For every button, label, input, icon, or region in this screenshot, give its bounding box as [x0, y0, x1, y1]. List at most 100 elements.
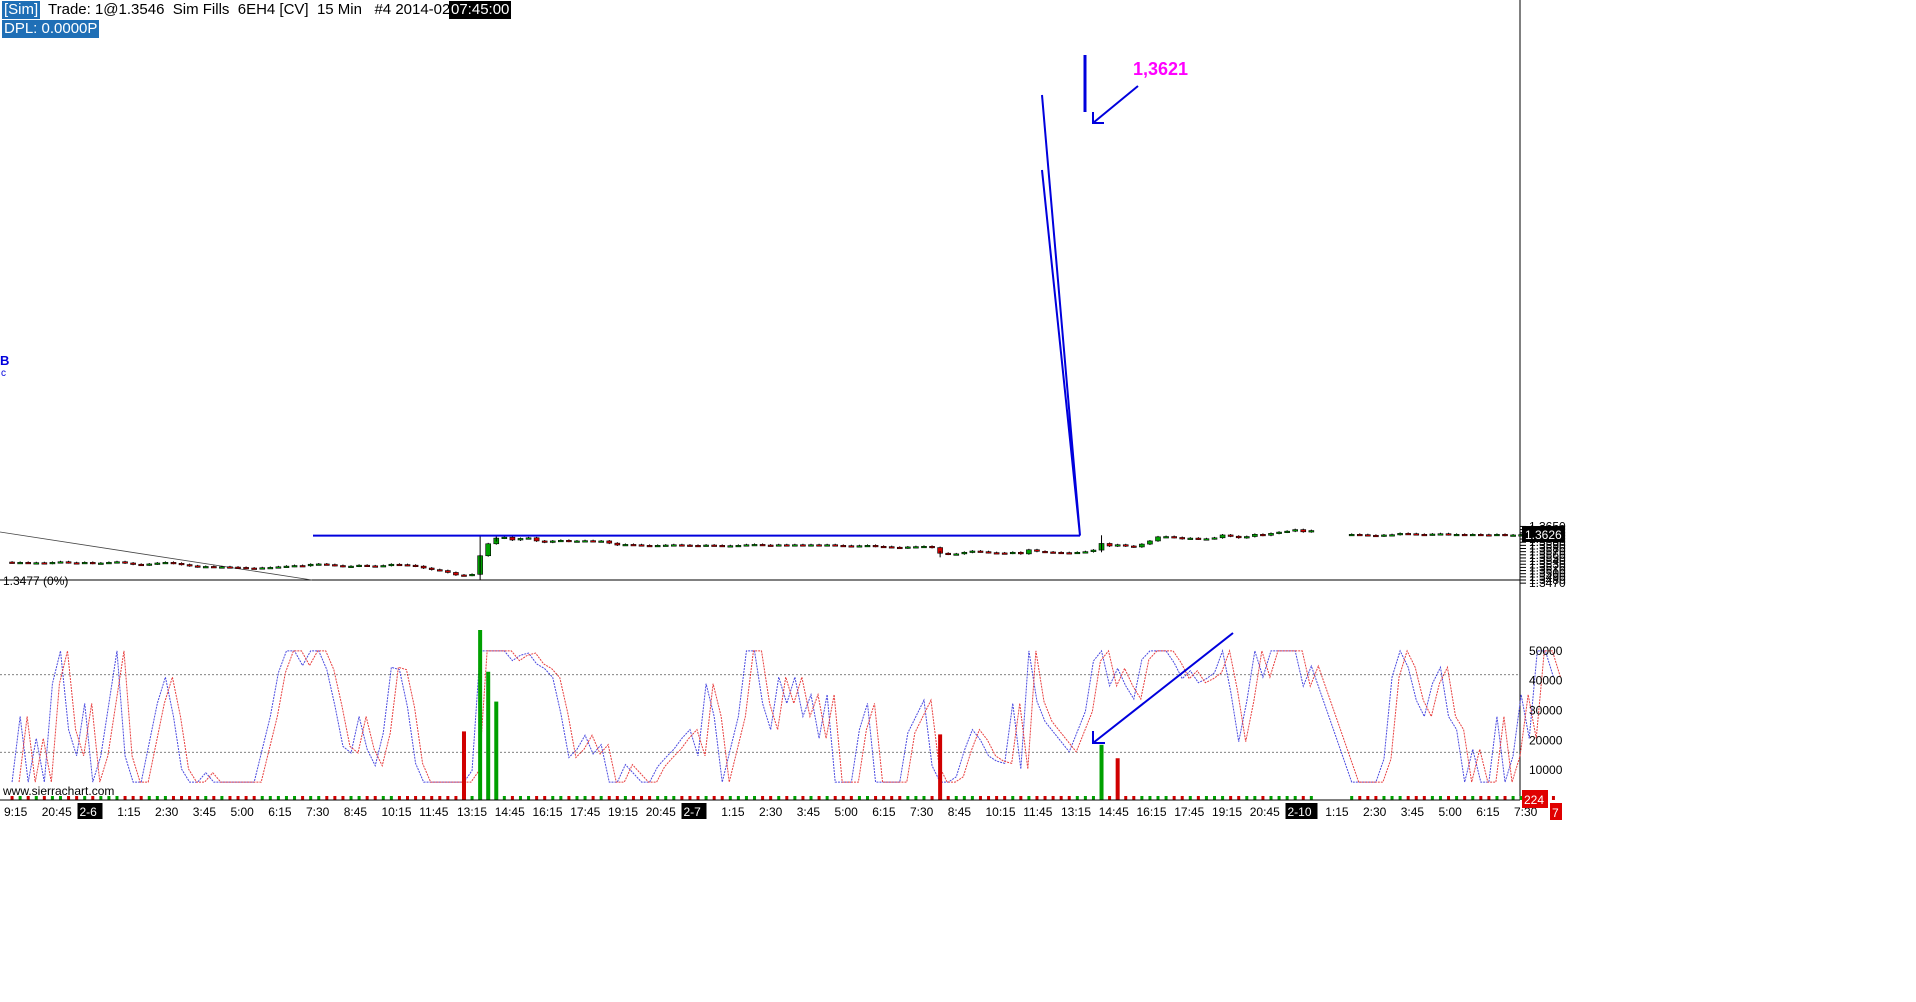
candle-body [1147, 540, 1153, 545]
candle-body [977, 550, 984, 553]
price-tick-label: 1.3560 [1529, 548, 1566, 562]
volume-bar [874, 796, 878, 800]
candle-body [130, 562, 136, 565]
volume-bar [42, 796, 46, 800]
candle-body [913, 546, 919, 549]
candle-body [525, 537, 532, 540]
volume-bar [978, 796, 982, 800]
volume-bar [107, 796, 111, 800]
candle-body [436, 569, 443, 572]
candle-body [315, 563, 322, 566]
chart-info: Trade: 1@1.3546 Sim Fills 6EH4 [CV] 15 M… [48, 1, 473, 18]
chart-grid: 1.3477 (0%) Bc [0, 0, 1521, 800]
volume-bar [833, 796, 837, 800]
candle-body [671, 544, 677, 547]
volume-bar [1390, 796, 1394, 800]
volume-bar [704, 796, 708, 800]
price-tick-label: 1.3510 [1529, 564, 1566, 578]
candle-body [211, 566, 217, 569]
candle-body [606, 540, 613, 544]
osc-tick-label: 50000 [1529, 644, 1563, 658]
volume-bar [91, 796, 95, 800]
time-label: 16:15 [1137, 805, 1167, 819]
candle-body [243, 567, 249, 570]
volume-bar [1277, 796, 1281, 800]
candle-body [1050, 551, 1056, 554]
candle-body [1300, 529, 1307, 533]
time-label: 2-7 [684, 805, 702, 819]
time-axis[interactable]: 9:15 20:45 2-6 1:15 2:30 3:45 5:00 6:15 7:30 8:45… [0, 790, 1562, 820]
candle-body [864, 545, 871, 548]
volume-bar [301, 796, 305, 800]
candle-body [1034, 549, 1040, 552]
volume-bar [1382, 796, 1386, 800]
volume-bar [575, 796, 579, 800]
candle-body [1437, 533, 1444, 536]
candle-body [219, 566, 225, 569]
volume-bar [954, 796, 958, 800]
volume-bar [83, 796, 87, 800]
candle-body [808, 544, 814, 547]
volume-bar [551, 796, 555, 800]
volume-bar [470, 796, 474, 800]
volume-bar [882, 796, 886, 800]
volume-bar [543, 796, 547, 800]
volume-bar [1438, 796, 1442, 800]
candle-body [783, 544, 790, 547]
volume-bar [728, 796, 732, 800]
volume-bar [1140, 796, 1144, 800]
candle-body [194, 565, 201, 568]
candle-body [41, 562, 48, 565]
candle-body [1195, 537, 1202, 540]
candle-body [840, 545, 847, 548]
volume-bar [648, 796, 652, 800]
candle-body [1381, 534, 1387, 537]
time-label: 17:45 [570, 805, 600, 819]
volume-bar [1180, 796, 1184, 800]
candle-body [969, 550, 976, 553]
volume-bar [454, 796, 458, 800]
price-tick-label: 1.3480 [1529, 573, 1566, 587]
candle-body [154, 562, 161, 565]
volume-bar [712, 796, 716, 800]
candle-body [98, 562, 104, 565]
volume-bar [244, 796, 248, 800]
candle-body [1276, 531, 1282, 534]
time-label: 7:30 [1514, 805, 1538, 819]
volume-bar [1455, 796, 1459, 800]
volume-bar [841, 796, 845, 800]
volume-bar [309, 796, 313, 800]
time-label: 9:15 [4, 805, 28, 819]
time-label: 16:15 [533, 805, 563, 819]
volume-bar [317, 796, 321, 800]
time-label: 14:45 [1099, 805, 1129, 819]
volume-bar [914, 796, 918, 800]
candle-body [1074, 551, 1081, 555]
candle-body [1219, 534, 1226, 539]
chart-annotations: 1,3621 [313, 55, 1188, 537]
left-marker-sub: c [1, 368, 6, 379]
candle-body [662, 544, 669, 547]
volume-bar [10, 796, 14, 800]
candle-body [679, 544, 685, 547]
volume-bar [1027, 796, 1031, 800]
candle-body [146, 563, 153, 566]
candle-body [307, 563, 314, 567]
volume-badge-label: 224 [1524, 793, 1544, 807]
trend-line [0, 531, 313, 581]
candle-body [1365, 534, 1371, 537]
candle-body [122, 561, 128, 564]
volume-bar [1083, 796, 1087, 800]
volume-bar [906, 796, 910, 800]
osc-pointer [1092, 632, 1234, 744]
volume-bar [567, 796, 571, 800]
candle-body [654, 545, 661, 548]
price-axis[interactable]: 1.34701.34801.34901.35001.35101.35201.35… [1520, 519, 1566, 777]
candle-body [412, 564, 419, 567]
time-label: 7:30 [910, 805, 934, 819]
volume-bar [373, 796, 377, 800]
candle-body [1308, 530, 1315, 533]
volume-bar [1221, 796, 1225, 800]
volume-spike [494, 701, 499, 800]
